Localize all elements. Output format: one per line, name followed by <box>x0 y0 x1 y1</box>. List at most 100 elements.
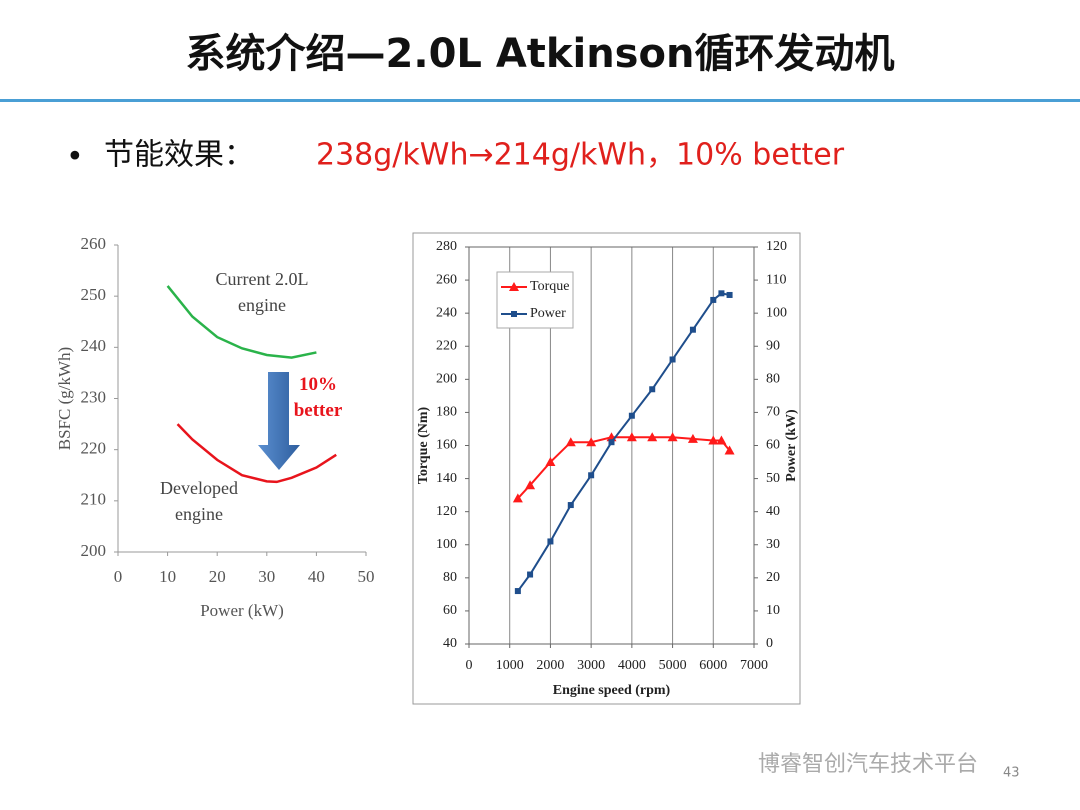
y-tick-label: 100 <box>436 537 457 552</box>
y-tick-label: 180 <box>436 405 457 420</box>
x-tick-label: 30 <box>258 567 275 586</box>
x-axis-title: Power (kW) <box>200 601 284 620</box>
y-axis-title: Torque (Nm) <box>416 406 431 484</box>
series-label: Current 2.0L engine <box>215 269 309 315</box>
x-tick-label: 0 <box>114 567 123 586</box>
x-tick-label: 2000 <box>536 658 564 673</box>
series-label: Developed engine <box>160 478 238 524</box>
point-marker <box>716 435 727 445</box>
point-marker <box>525 480 536 490</box>
y2-tick-label: 120 <box>766 239 787 254</box>
x-axis-title: Engine speed (rpm) <box>553 683 671 698</box>
y-tick-label: 260 <box>81 234 107 253</box>
y2-tick-label: 30 <box>766 537 780 552</box>
x-tick-label: 10 <box>159 567 176 586</box>
y-axis-title: BSFC (g/kWh) <box>55 347 74 450</box>
x-tick-label: 50 <box>358 567 375 586</box>
point-marker <box>628 412 635 419</box>
legend-box <box>496 271 574 329</box>
y-tick-label: 240 <box>81 336 107 355</box>
point-marker <box>626 432 637 442</box>
y-tick-label: 40 <box>443 636 457 651</box>
point-marker <box>708 435 719 445</box>
series-line <box>176 423 337 484</box>
point-marker <box>667 432 678 442</box>
y2-tick-label: 40 <box>766 504 780 519</box>
series-line <box>517 292 730 592</box>
series-label-box: Developed engine <box>160 478 238 524</box>
page-number: 43 <box>1003 766 1020 781</box>
point-marker <box>687 433 698 443</box>
point-marker <box>567 502 574 509</box>
point-marker <box>588 472 595 479</box>
x-tick-label: 7000 <box>740 658 768 673</box>
point-marker <box>718 290 725 297</box>
legend-label: Torque <box>530 279 569 294</box>
chart-frame <box>412 232 801 705</box>
y-tick-label: 60 <box>443 603 457 618</box>
y-tick-label: 280 <box>436 239 457 254</box>
x-tick-label: 40 <box>308 567 325 586</box>
bullet-dot: • <box>66 140 84 175</box>
point-marker <box>710 296 717 303</box>
annotation: 10% better <box>293 374 343 421</box>
legend-marker <box>509 282 519 291</box>
y2-tick-label: 90 <box>766 338 780 353</box>
annotation-box: 10% better <box>293 374 343 421</box>
y-tick-label: 230 <box>81 387 107 406</box>
x-tick-label: 20 <box>209 567 226 586</box>
bullet-label: 节能效果： <box>104 138 254 173</box>
slide-title: 系统介绍—2.0L Atkinson循环发动机 <box>186 31 895 77</box>
y-tick-label: 200 <box>436 372 457 387</box>
x-tick-label: 4000 <box>618 658 646 673</box>
x-tick-label: 3000 <box>577 658 605 673</box>
point-marker <box>647 432 658 442</box>
point-marker <box>512 493 523 503</box>
y-tick-label: 120 <box>436 504 457 519</box>
point-marker <box>565 437 576 447</box>
y2-tick-label: 50 <box>766 471 780 486</box>
y-tick-label: 200 <box>81 541 107 560</box>
point-marker <box>608 439 615 446</box>
y-tick-label: 250 <box>81 285 107 304</box>
point-marker <box>545 457 556 467</box>
x-tick-label: 1000 <box>496 658 524 673</box>
watermark: 博睿智创汽车技术平台 <box>758 752 978 777</box>
y2-axis-title: Power (kW) <box>784 409 799 482</box>
y-tick-label: 140 <box>436 471 457 486</box>
y-tick-label: 240 <box>436 305 457 320</box>
x-tick-label: 6000 <box>699 658 727 673</box>
legend-marker <box>511 311 517 317</box>
y-tick-label: 80 <box>443 570 457 585</box>
y-tick-label: 260 <box>436 272 457 287</box>
y2-tick-label: 10 <box>766 603 780 618</box>
down-arrow <box>258 372 300 470</box>
point-marker <box>726 291 733 298</box>
title-rule <box>0 99 1080 102</box>
point-marker <box>669 356 676 363</box>
series-line <box>517 436 731 500</box>
point-marker <box>514 588 521 595</box>
y2-tick-label: 110 <box>766 272 786 287</box>
y-tick-label: 220 <box>81 439 107 458</box>
y2-tick-label: 0 <box>766 636 773 651</box>
y-tick-label: 160 <box>436 438 457 453</box>
series-line <box>166 285 317 359</box>
y-tick-label: 220 <box>436 338 457 353</box>
point-marker <box>527 571 534 578</box>
point-marker <box>547 538 554 545</box>
y2-tick-label: 80 <box>766 372 780 387</box>
legend-label: Power <box>530 306 566 321</box>
point-marker <box>649 386 656 393</box>
point-marker <box>689 326 696 333</box>
point-marker <box>724 445 735 455</box>
bullet-text: 238g/kWh→214g/kWh，10% better <box>316 138 845 173</box>
x-tick-label: 0 <box>466 658 473 673</box>
y-tick-label: 210 <box>81 490 107 509</box>
y2-tick-label: 100 <box>766 305 787 320</box>
series-label-box: Current 2.0L engine <box>215 269 309 315</box>
point-marker <box>586 437 597 447</box>
y2-tick-label: 60 <box>766 438 780 453</box>
